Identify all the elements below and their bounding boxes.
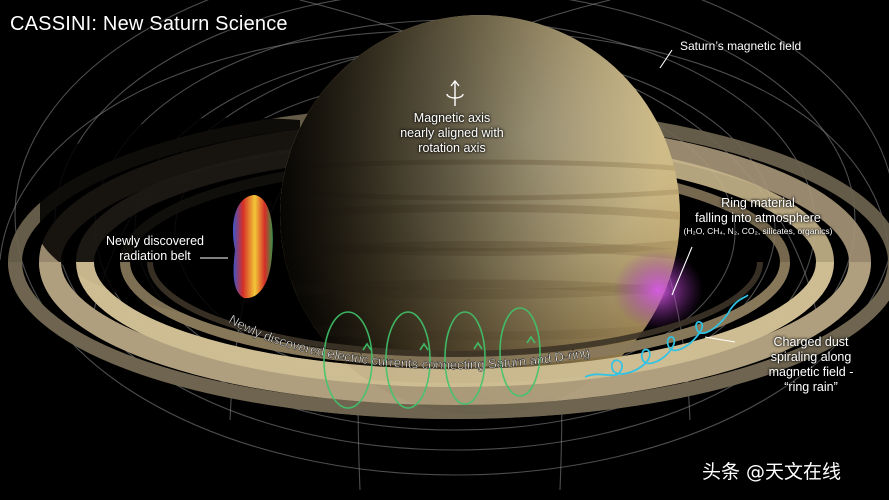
magnetic-axis-label: Magnetic axis nearly aligned with rotati… <box>372 111 532 156</box>
page-title: CASSINI: New Saturn Science <box>10 13 288 35</box>
rad-line-1: Newly discovered <box>106 234 204 248</box>
axis-line-1: Magnetic axis <box>413 111 491 125</box>
leader-lines <box>200 49 736 343</box>
axis-line-3: rotation axis <box>418 141 486 155</box>
ring-composition: (H₂O, CH₄, N₂, CO₂, silicates, organics) <box>683 226 833 236</box>
ring-material-label: Ring material falling into atmosphere (H… <box>648 196 868 236</box>
watermark: 头条 @天文在线 <box>702 461 842 483</box>
dust-line-4: “ring rain” <box>784 380 838 394</box>
dust-line-3: magnetic field - <box>768 365 854 379</box>
rings-front <box>8 261 889 419</box>
rad-line-2: radiation belt <box>119 249 191 263</box>
charged-dust-label: Charged dust spiraling along magnetic fi… <box>736 335 886 395</box>
currents-label-text: Newly discovered electric currents conne… <box>226 311 591 372</box>
electric-current-loops <box>323 307 541 409</box>
dust-line-1: Charged dust <box>773 335 849 349</box>
ring-line-1: Ring material <box>721 196 795 210</box>
ring-rain-spirals <box>584 294 749 378</box>
rotation-axis-icon <box>446 79 464 106</box>
currents-label: Newly discovered electric currents conne… <box>226 312 590 373</box>
radiation-belt <box>232 195 273 299</box>
magnetic-field-label: Saturn’s magnetic field <box>680 39 802 53</box>
ring-line-2: falling into atmosphere <box>695 211 821 225</box>
axis-line-2: nearly aligned with <box>400 126 504 140</box>
ring-infall-glow <box>613 250 703 330</box>
radiation-belt-label: Newly discovered radiation belt <box>80 234 230 264</box>
dust-line-2: spiraling along <box>770 350 852 364</box>
saturn-planet <box>280 15 680 415</box>
